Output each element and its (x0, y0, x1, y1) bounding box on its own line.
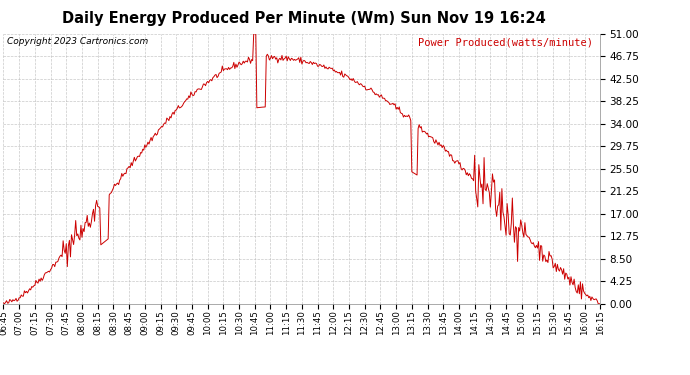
Text: Daily Energy Produced Per Minute (Wm) Sun Nov 19 16:24: Daily Energy Produced Per Minute (Wm) Su… (61, 11, 546, 26)
Text: Copyright 2023 Cartronics.com: Copyright 2023 Cartronics.com (7, 38, 148, 46)
Text: Power Produced(watts/minute): Power Produced(watts/minute) (418, 38, 593, 48)
